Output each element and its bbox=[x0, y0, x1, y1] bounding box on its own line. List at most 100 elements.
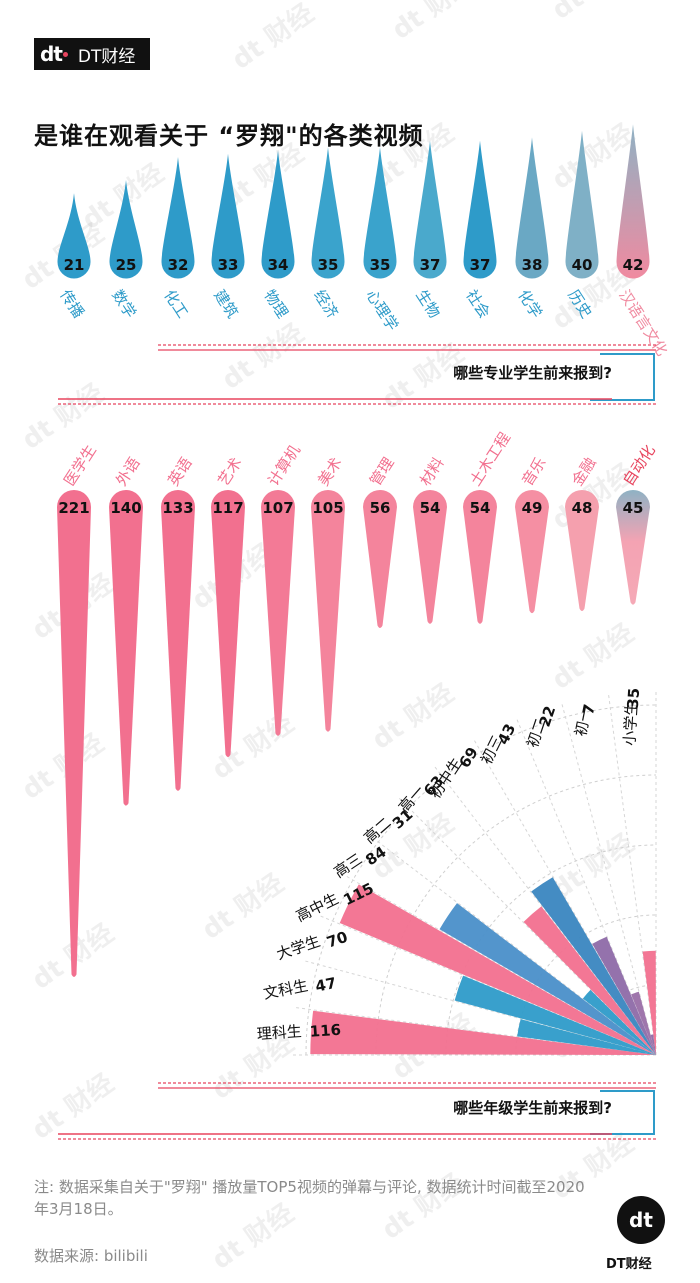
drop-category-label: 生物 bbox=[412, 286, 443, 321]
spike-category-label: 艺术 bbox=[214, 454, 245, 489]
watermark-text: dt 财经 bbox=[16, 728, 109, 806]
watermark-text: dt 财经 bbox=[546, 0, 639, 26]
fan-bar bbox=[339, 884, 656, 1055]
fan-bar bbox=[531, 877, 656, 1055]
drop-value-label: 38 bbox=[522, 256, 543, 274]
fan-bar bbox=[454, 975, 656, 1055]
spike-value-label: 48 bbox=[572, 499, 593, 517]
spike-category-label: 材料 bbox=[416, 454, 447, 489]
fan-bar bbox=[439, 903, 656, 1055]
drop-bar bbox=[211, 153, 245, 279]
drop-value-label: 34 bbox=[268, 256, 289, 274]
drop-bar bbox=[161, 157, 195, 279]
radial-grid-spoke bbox=[397, 796, 657, 1056]
drop-bar bbox=[109, 180, 143, 279]
fan-bar bbox=[592, 936, 656, 1055]
footnote: 注: 数据采集自关于"罗翔" 播放量TOP5视频的弹幕与评论, 数据统计时间截至… bbox=[34, 1178, 585, 1218]
fan-value-label: 22 bbox=[535, 704, 559, 730]
spike-bar bbox=[616, 490, 650, 605]
fan-bar bbox=[582, 989, 656, 1055]
spike-bar bbox=[413, 490, 447, 624]
drop-category-label: 物理 bbox=[260, 286, 291, 321]
footer-logo-name: DT财经 bbox=[606, 1257, 652, 1272]
drop-category-label: 建筑 bbox=[210, 286, 241, 321]
spike-bar bbox=[261, 490, 295, 736]
drop-bar bbox=[413, 140, 447, 279]
spike-category-label: 美术 bbox=[314, 454, 345, 489]
spike-bar bbox=[363, 490, 397, 628]
drop-value-label: 32 bbox=[168, 256, 189, 274]
spike-value-label: 221 bbox=[58, 499, 89, 517]
fan-bar bbox=[642, 950, 656, 1055]
fan-bar bbox=[517, 1019, 656, 1055]
spike-bar bbox=[211, 490, 245, 757]
fan-value-label: 7 bbox=[579, 703, 599, 717]
drop-category-label: 经济 bbox=[310, 286, 341, 321]
radial-grid-spoke bbox=[433, 765, 657, 1056]
spike-category-label: 音乐 bbox=[518, 454, 549, 489]
caption-bracket bbox=[590, 353, 655, 401]
fan-bar bbox=[310, 1010, 656, 1055]
drop-category-label: 数学 bbox=[108, 286, 139, 321]
drop-bar bbox=[565, 130, 599, 279]
radial-grid-spoke bbox=[473, 738, 657, 1056]
page-title: 是谁在观看关于 “罗翔"的各类视频 bbox=[34, 122, 424, 150]
drop-value-label: 42 bbox=[623, 256, 644, 274]
drop-value-label: 21 bbox=[64, 256, 85, 274]
radial-grid-spoke bbox=[366, 832, 657, 1056]
spike-category-label: 土木工程 bbox=[466, 429, 514, 489]
drop-value-label: 37 bbox=[420, 256, 441, 274]
drop-value-label: 40 bbox=[572, 256, 593, 274]
grades-caption-frame: 哪些年级学生前来报到? bbox=[58, 1082, 656, 1140]
caption-bracket bbox=[590, 1090, 655, 1135]
grades-chart-grid bbox=[291, 690, 657, 1056]
fan-value-label: 47 bbox=[314, 974, 338, 996]
watermark-text: dt 财经 bbox=[206, 708, 299, 786]
drop-category-label: 传播 bbox=[56, 286, 87, 321]
spike-value-label: 133 bbox=[162, 499, 193, 517]
spike-value-label: 54 bbox=[420, 499, 441, 517]
drop-bar bbox=[57, 193, 91, 279]
spike-category-label: 医学生 bbox=[60, 442, 100, 490]
spike-category-label: 外语 bbox=[112, 454, 143, 489]
radial-grid-spoke bbox=[318, 914, 657, 1056]
drop-bar bbox=[363, 147, 397, 279]
watermark-text: dt 财经 bbox=[386, 0, 479, 46]
brand-name: DT财经 bbox=[77, 46, 136, 67]
watermark-text: dt 财经 bbox=[546, 118, 639, 196]
footer-logo-mark: dt bbox=[617, 1196, 665, 1244]
fan-value-label: 35 bbox=[624, 687, 643, 709]
drop-value-label: 33 bbox=[218, 256, 239, 274]
fan-category-label: 小学生 bbox=[620, 700, 641, 746]
spike-value-label: 49 bbox=[522, 499, 543, 517]
brand-logo-mark: dt bbox=[40, 42, 63, 66]
spike-value-label: 140 bbox=[110, 499, 141, 517]
fan-category-label: 理科生 bbox=[256, 1022, 302, 1043]
spike-value-label: 54 bbox=[470, 499, 491, 517]
drop-category-label: 化工 bbox=[160, 286, 191, 321]
watermark-text: dt 财经 bbox=[196, 868, 289, 946]
spike-bar bbox=[109, 490, 143, 806]
spike-value-label: 117 bbox=[212, 499, 243, 517]
drop-category-label: 心理学 bbox=[362, 286, 402, 334]
data-source: 数据来源: bilibili bbox=[34, 1247, 148, 1265]
spike-bar bbox=[161, 490, 195, 791]
fan-bar bbox=[523, 906, 656, 1055]
drop-category-label: 汉语言文化 bbox=[615, 286, 671, 359]
drop-value-label: 35 bbox=[370, 256, 391, 274]
spike-category-label: 计算机 bbox=[264, 442, 304, 490]
drop-category-label: 化学 bbox=[514, 286, 545, 321]
watermark-text: dt 财经 bbox=[546, 618, 639, 696]
spike-value-label: 56 bbox=[370, 499, 391, 517]
spike-value-label: 107 bbox=[262, 499, 293, 517]
spike-bar bbox=[515, 490, 549, 614]
spike-bar bbox=[57, 490, 91, 977]
fan-category-label: 高中生 bbox=[293, 889, 341, 925]
fan-category-label: 文科生 bbox=[262, 976, 310, 1002]
radial-grid-spoke bbox=[303, 960, 657, 1056]
watermark-text: dt 财经 bbox=[366, 678, 459, 756]
spike-bar bbox=[565, 490, 599, 612]
radial-grid-spoke bbox=[561, 702, 657, 1056]
radial-grid-spoke bbox=[515, 717, 657, 1056]
